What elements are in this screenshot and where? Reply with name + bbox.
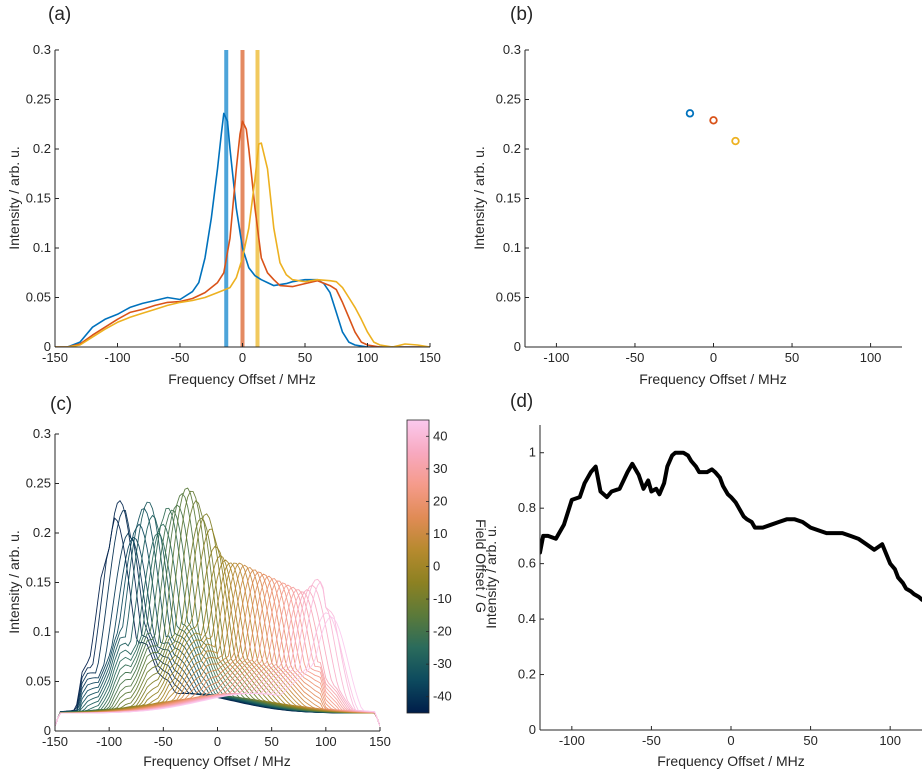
panel-a-ylabel: Intensity / arb. u. (6, 146, 22, 250)
panel-b-ytick-label: 0.1 (503, 240, 521, 255)
panel-b-ytick-label: 0.25 (496, 92, 521, 107)
panel-a-label: (a) (48, 4, 71, 25)
panel-b-xtick-label: 100 (860, 350, 882, 365)
panel-d-xtick-label: -50 (642, 733, 661, 748)
colorbar-tick-label: 30 (433, 461, 447, 476)
panel-b-xtick-label: 50 (785, 350, 799, 365)
colorbar-tick-label: 10 (433, 526, 447, 541)
panel-b-ytick-label: 0.2 (503, 141, 521, 156)
colorbar: -40 -30 -20 -10 0 10 20 30 40 (406, 419, 452, 714)
panel-b-label: (b) (510, 4, 533, 25)
panel-a-xtick-label: -50 (171, 350, 190, 365)
panel-b-point-1 (685, 109, 695, 118)
panel-c-xtick-label: -150 (42, 734, 68, 749)
panel-c-xtick-label: 150 (369, 734, 391, 749)
colorbar-label: Field Offset / G (473, 519, 489, 613)
panel-c-ytick-label: 0 (44, 723, 51, 738)
panel-d-series-1 (540, 450, 922, 602)
panel-d-xtick-label: 50 (803, 733, 817, 748)
panel-c-ytick-label: 0.2 (33, 525, 51, 540)
panel-a-ytick-label: 0.1 (33, 240, 51, 255)
panel-d-xlabel: Frequency Offset / MHz (657, 753, 805, 769)
panel-a: (a) -150 -100 -50 0 50 100 150 0 0.05 0.1 0.15 0.2 0… (6, 4, 441, 387)
panel-d-label: (d) (510, 391, 533, 412)
panel-d-xtick-label: 100 (879, 733, 901, 748)
panel-c-ytick-label: 0.25 (26, 476, 51, 491)
panel-c-xtick-label: 100 (315, 734, 337, 749)
panel-d: (d) -100 -50 0 50 100 0 0.2 0.4 0.6 0.8 1 Frequenc… (483, 391, 922, 769)
colorbar-tick-label: 0 (433, 559, 440, 574)
panel-d-ylabel: Intensity / arb. u. (483, 525, 499, 629)
colorbar-tick-label: -10 (433, 591, 452, 606)
colorbar-gradient (406, 419, 430, 714)
panel-b-xlabel: Frequency Offset / MHz (639, 371, 787, 387)
panel-a-xtick-label: 150 (419, 350, 441, 365)
panel-b-xtick-label: 0 (710, 350, 717, 365)
panel-d-xtick-label: -100 (559, 733, 585, 748)
panel-b-ytick-label: 0.3 (503, 42, 521, 57)
panel-d-ytick-label: 0 (529, 722, 536, 737)
panel-c-xtick-label: 0 (214, 734, 221, 749)
panel-d-ytick-label: 0.6 (518, 556, 536, 571)
panel-a-ytick-label: 0.05 (26, 290, 51, 305)
panel-b: (b) -100 -50 0 50 10000.050.10.150.20.250.3 … (471, 4, 902, 387)
panel-d-xtick-label: 0 (727, 733, 734, 748)
panel-a-xtick-label: -150 (42, 350, 68, 365)
panel-c-ytick-label: 0.3 (33, 426, 51, 441)
panel-d-ytick-label: 1 (529, 445, 536, 460)
panel-c-ylabel: Intensity / arb. u. (6, 530, 22, 634)
colorbar-tick-label: -30 (433, 656, 452, 671)
panel-d-ytick-label: 0.2 (518, 667, 536, 682)
panel-a-ytick-label: 0.3 (33, 42, 51, 57)
panel-a-xtick-label: 0 (239, 350, 246, 365)
panel-c: (c) -150 -100 -50 0 50 100 15000.050.10.150.20… (6, 394, 489, 769)
colorbar-tick-label: 40 (433, 428, 447, 443)
panel-c-spectrum (55, 566, 380, 727)
panel-c-spectrum (55, 545, 380, 727)
panel-a-xlabel: Frequency Offset / MHz (168, 371, 316, 387)
panel-a-ytick-label: 0.15 (26, 191, 51, 206)
panel-c-ytick-label: 0.1 (33, 624, 51, 639)
panel-b-xtick-label: -100 (543, 350, 569, 365)
panel-c-xlabel: Frequency Offset / MHz (143, 753, 291, 769)
panel-c-label: (c) (50, 394, 72, 415)
panel-c-xtick-label: 50 (264, 734, 278, 749)
panel-a-xtick-label: -100 (104, 350, 130, 365)
panel-d-ytick-label: 0.8 (518, 500, 536, 515)
panel-b-xtick-label: -50 (626, 350, 645, 365)
panel-c-xtick-label: -50 (154, 734, 173, 749)
panel-a-xtick-label: 50 (298, 350, 312, 365)
panel-c-spectrum (55, 616, 380, 727)
panel-b-ytick-label: 0.05 (496, 290, 521, 305)
panel-a-ytick-label: 0 (44, 339, 51, 354)
panel-a-xtick-label: 100 (357, 350, 379, 365)
panel-c-ytick-label: 0.05 (26, 674, 51, 689)
panel-b-point-2 (709, 116, 718, 125)
panel-b-ytick-label: 0 (514, 339, 521, 354)
panel-d-ytick-label: 0.4 (518, 611, 536, 626)
panel-c-ytick-label: 0.15 (26, 575, 51, 590)
panel-a-series-2 (55, 120, 430, 347)
panel-a-series-1 (55, 112, 430, 347)
panel-a-ytick-label: 0.25 (26, 92, 51, 107)
panel-a-ytick-label: 0.2 (33, 141, 51, 156)
colorbar-tick-label: 20 (433, 493, 447, 508)
panel-c-spectrum (55, 569, 380, 727)
panel-a-series-3 (55, 142, 430, 347)
colorbar-tick-label: -40 (433, 689, 452, 704)
panel-b-ylabel: Intensity / arb. u. (471, 146, 487, 250)
panel-b-point-3 (731, 136, 740, 146)
panel-c-xtick-label: -100 (96, 734, 122, 749)
colorbar-tick-label: -20 (433, 624, 452, 639)
panel-b-ytick-label: 0.15 (496, 191, 521, 206)
